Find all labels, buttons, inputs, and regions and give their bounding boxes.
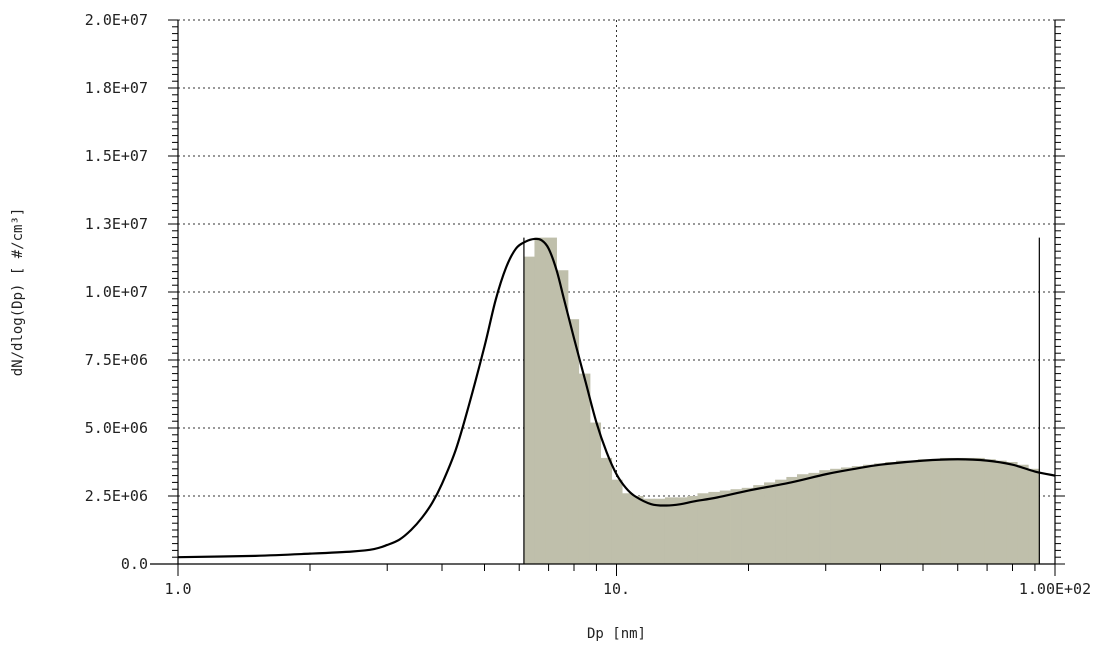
histogram-bar: [973, 457, 985, 564]
y-tick-label: 7.5E+06: [85, 351, 148, 369]
y-tick-label: 2.0E+07: [85, 11, 148, 29]
histogram-bar: [611, 479, 623, 564]
y-tick-label: 1.0E+07: [85, 283, 148, 301]
histogram-bar: [764, 482, 776, 564]
histogram-bar: [940, 457, 952, 564]
histogram-bar: [819, 470, 831, 564]
histogram-bar: [719, 490, 731, 564]
fit-curve-layer: [177, 237, 1056, 559]
y-tick-label: 1.3E+07: [85, 215, 148, 233]
histogram-bar: [600, 457, 613, 564]
histogram-bar: [830, 468, 842, 564]
histogram-bar: [567, 319, 580, 564]
histogram-bar: [578, 373, 591, 564]
histogram-bars: [523, 237, 1040, 564]
histogram-bar: [951, 457, 963, 564]
histogram-bar: [851, 466, 864, 564]
histogram-bar: [808, 472, 820, 564]
histogram-bar: [632, 496, 644, 564]
histogram-bar: [796, 474, 809, 564]
cut-lines: [523, 237, 1040, 564]
x-tick-label: 10.: [603, 580, 630, 598]
x-tick-label: 1.00E+02: [1019, 580, 1091, 598]
histogram-bar: [545, 237, 557, 564]
grid-lines: [178, 19, 1055, 564]
histogram-bar: [786, 476, 798, 564]
histogram-bar: [697, 493, 709, 564]
histogram-bar: [708, 491, 721, 564]
histogram-bar: [885, 462, 897, 564]
axes: [150, 19, 1065, 576]
histogram-bar: [589, 422, 602, 564]
histogram-bar: [907, 460, 919, 564]
histogram-bar: [917, 459, 930, 564]
y-tick-labels: 0.0 2.5E+06 5.0E+06 7.5E+06 1.0E+07 1.3E+07 1.…: [85, 11, 148, 573]
histogram-bar: [775, 479, 787, 564]
y-tick-label: 0.0: [121, 555, 148, 573]
x-tick-label: 1.0: [164, 580, 191, 598]
histogram-bar: [687, 496, 698, 564]
y-tick-label: 2.5E+06: [85, 487, 148, 505]
histogram-bar: [896, 460, 908, 564]
y-tick-label: 1.8E+07: [85, 79, 148, 97]
histogram-bar: [863, 464, 875, 564]
fit-curve: [177, 237, 1056, 559]
histogram-bar: [753, 485, 765, 564]
histogram-bar: [1017, 464, 1029, 564]
histogram-bar: [995, 460, 1007, 564]
y-tick-label: 1.5E+07: [85, 147, 148, 165]
histogram-bar: [643, 498, 655, 564]
histogram-bar: [676, 497, 688, 564]
histogram-bar: [962, 457, 974, 564]
x-tick-labels: 1.0 10. 1.00E+02: [164, 580, 1091, 598]
x-axis-label: Dp [nm]: [587, 626, 646, 642]
y-axis-label: dN/dlog(Dp) [ #/cm³]: [10, 208, 26, 377]
histogram-bar: [654, 498, 666, 564]
histogram-bar: [741, 487, 754, 564]
histogram-bar: [1028, 468, 1040, 564]
histogram-bar: [664, 497, 677, 564]
histogram-bar: [984, 459, 996, 564]
histogram-bar: [874, 463, 886, 564]
histogram-bar: [1006, 462, 1018, 564]
y-tick-label: 5.0E+06: [85, 419, 148, 437]
histogram-bar: [928, 459, 941, 564]
histogram-bar: [556, 270, 569, 564]
histogram-bar: [840, 467, 853, 564]
histogram-bar: [622, 493, 634, 564]
histogram-bar: [730, 489, 743, 564]
histogram-bar: [534, 237, 547, 564]
histogram-bar: [523, 256, 535, 564]
